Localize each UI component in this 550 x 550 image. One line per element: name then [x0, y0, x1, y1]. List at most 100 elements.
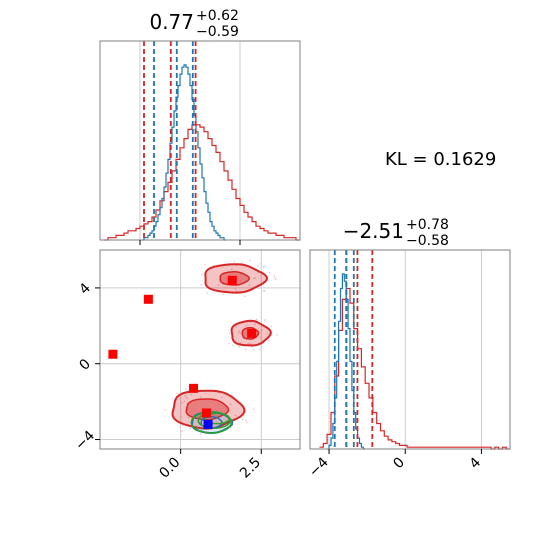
scatter-point [201, 273, 203, 276]
title-upper-error: +0.62 [196, 8, 239, 24]
scatter-point [234, 414, 237, 417]
histogram-red [104, 124, 300, 241]
scatter-point [189, 427, 192, 430]
panel-frame [99, 40, 301, 241]
scatter-point [233, 260, 236, 263]
scatter-point [244, 295, 246, 298]
x-tick-label: −4 [306, 454, 332, 480]
title-lower-error: −0.59 [196, 24, 239, 40]
panel-background [310, 250, 510, 449]
scatter-point [239, 332, 242, 335]
scatter-point [260, 347, 263, 349]
scatter-point [249, 342, 252, 345]
scatter-point [255, 319, 258, 321]
scatter-point [257, 287, 259, 289]
scatter-point [228, 332, 231, 334]
contour-panel-joint: 0.0 2.5 −4 0 4 [72, 249, 301, 482]
scatter-point [266, 333, 269, 335]
y-tick-label: 4 [76, 280, 94, 298]
histogram-panel-param-1: 0.77 +0.62−0.59 [99, 8, 301, 245]
x-tick-label: 0 [390, 455, 408, 473]
scatter-point [254, 276, 257, 279]
contour-green [204, 412, 231, 425]
scatter-point [204, 264, 207, 266]
scatter-point [206, 292, 208, 294]
scatter-point [238, 346, 240, 348]
scatter-point [258, 331, 261, 333]
scatter-point [215, 420, 218, 422]
scatter-point [259, 263, 262, 265]
scatter-point [257, 265, 259, 268]
contour-green [197, 411, 232, 430]
marker-red [189, 383, 199, 393]
scatter-point [185, 388, 187, 390]
title-upper-error: +0.78 [406, 217, 449, 233]
x-tick-label: 4 [467, 454, 485, 472]
scatter-point [261, 329, 263, 332]
scatter-point [181, 430, 183, 432]
scatter-point [262, 266, 265, 268]
scatter-point [248, 284, 251, 286]
scatter-point [228, 342, 230, 345]
scatter-point [268, 271, 271, 274]
marker-red [247, 328, 257, 338]
scatter-point [164, 409, 167, 411]
scatter-point [232, 344, 234, 347]
x-tick-label: 0.0 [156, 455, 183, 482]
scatter-point [245, 419, 247, 422]
scatter-point [276, 334, 278, 336]
scatter-point [238, 330, 241, 332]
scatter-point [245, 324, 248, 327]
marker-blue [203, 419, 213, 429]
panel-frame [309, 249, 511, 450]
scatter-point [187, 416, 190, 419]
scatter-point [190, 393, 193, 396]
panel-background [100, 41, 300, 240]
scatter-point [186, 396, 188, 399]
scatter-point [225, 277, 227, 280]
marker-red [227, 275, 237, 285]
scatter-point [237, 331, 240, 334]
scatter-point [221, 396, 223, 399]
marker-red [108, 349, 118, 359]
scatter-point [181, 402, 183, 404]
scatter-point [242, 418, 244, 421]
scatter-point [253, 408, 255, 410]
scatter-point [247, 342, 250, 345]
y-tick-label: −4 [72, 428, 98, 454]
scatter-point [245, 421, 248, 424]
title-value: 0.77 [149, 10, 194, 34]
scatter-point [258, 348, 261, 351]
scatter-point [229, 403, 232, 406]
scatter-point [253, 277, 255, 280]
contour-inner-blue [200, 416, 223, 429]
scatter-point [239, 280, 242, 282]
scatter-point [176, 392, 178, 395]
scatter-point [259, 336, 262, 338]
y-tick-label: 0 [76, 356, 94, 374]
scatter-point [231, 268, 233, 270]
scatter-point [268, 340, 270, 342]
scatter-point [235, 265, 238, 267]
scatter-point [252, 349, 255, 351]
histogram-blue [142, 64, 226, 241]
scatter-point [199, 433, 202, 435]
title-value: −2.51 [343, 219, 404, 243]
scatter-point [273, 275, 276, 277]
scatter-point [200, 396, 202, 399]
scatter-point [274, 278, 277, 281]
scatter-point [217, 284, 220, 286]
marker-red [201, 408, 211, 418]
scatter-point [235, 325, 237, 328]
scatter-point [270, 325, 273, 328]
scatter-point [253, 323, 256, 326]
scatter-point [200, 284, 203, 286]
histogram-panel-param-2: −4 0 4 −2.51 +0.78−0.58 [306, 217, 511, 480]
scatter-point [245, 348, 247, 351]
scatter-point [274, 277, 276, 279]
scatter-point [234, 288, 237, 290]
marker-red [143, 294, 153, 304]
scatter-point [262, 290, 265, 292]
scatter-point [264, 265, 267, 268]
